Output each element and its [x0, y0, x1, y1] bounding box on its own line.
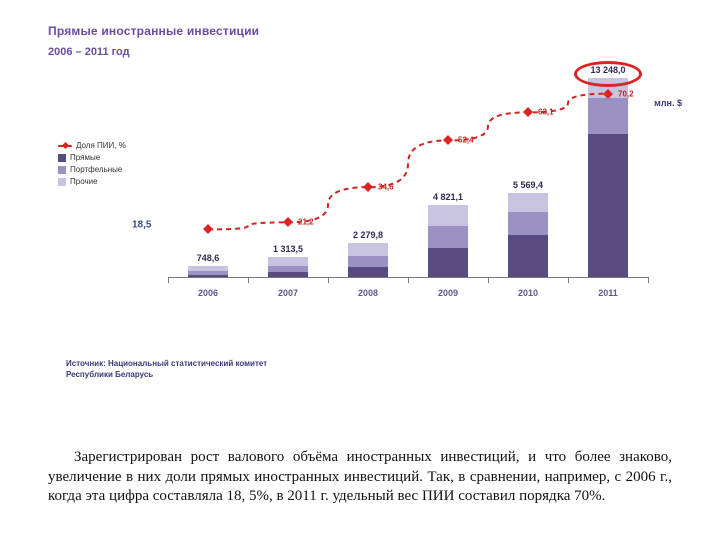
line-label: 52,4 [458, 136, 474, 145]
legend-s2-label: Портфельные [70, 165, 122, 174]
line-label: 18,5 [132, 220, 151, 231]
swatch-icon [58, 154, 66, 162]
slide: Прямые иностранные инвестиции 2006 – 201… [0, 0, 720, 540]
legend-s3: Прочие [58, 177, 126, 186]
paragraph-text: Зарегистрирован рост валового объёма ино… [48, 448, 672, 506]
swatch-icon [58, 166, 66, 174]
x-label: 2010 [518, 288, 538, 298]
line-label: 34,6 [378, 183, 394, 192]
chart-title: Прямые иностранные инвестиции [48, 24, 672, 38]
x-label: 2008 [358, 288, 378, 298]
x-label: 2011 [598, 288, 618, 298]
legend-s3-label: Прочие [70, 177, 98, 186]
diamond-icon [58, 145, 72, 147]
chart: Доля ПИИ, % Прямые Портфельные Прочие мл… [58, 68, 658, 328]
plot-area: млн. $ 2006748,620071 313,520082 279,820… [168, 68, 648, 278]
legend-s2: Портфельные [58, 165, 126, 174]
line-label: 70,2 [618, 89, 634, 98]
line-label: 21,2 [298, 218, 314, 227]
legend-line-label: Доля ПИИ, % [76, 141, 126, 150]
legend-s1: Прямые [58, 153, 126, 162]
body-paragraph: Зарегистрирован рост валового объёма ино… [48, 448, 672, 506]
legend: Доля ПИИ, % Прямые Портфельные Прочие [58, 138, 126, 189]
x-label: 2009 [438, 288, 458, 298]
chart-subtitle: 2006 – 2011 год [48, 46, 672, 58]
axis-unit: млн. $ [654, 98, 682, 108]
line-label: 63,1 [538, 108, 554, 117]
swatch-icon [58, 178, 66, 186]
legend-s1-label: Прямые [70, 153, 100, 162]
legend-line: Доля ПИИ, % [58, 141, 126, 150]
source-line: Источник: Национальный статистический ко… [66, 358, 672, 380]
x-label: 2007 [278, 288, 298, 298]
source-l1: Источник: Национальный статистический ко… [66, 358, 672, 369]
x-label: 2006 [198, 288, 218, 298]
source-l2: Республики Беларусь [66, 369, 672, 380]
trend-line [168, 68, 648, 278]
